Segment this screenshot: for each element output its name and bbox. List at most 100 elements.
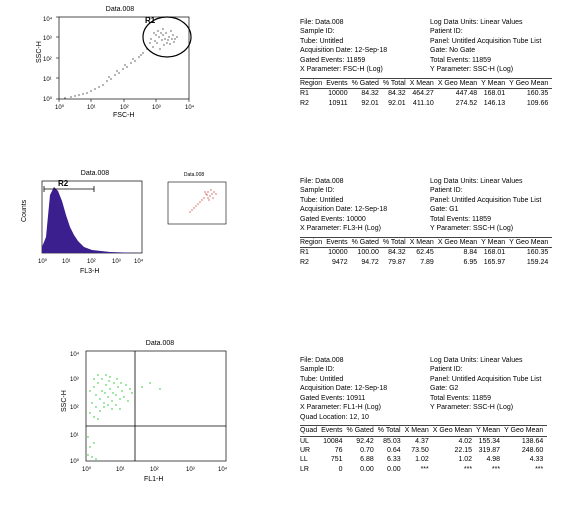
col-header: Events: [326, 237, 351, 247]
col-header: Events: [321, 426, 346, 436]
meta-right: Gate: G1: [430, 205, 458, 214]
x-axis-label: FSC-H: [113, 112, 134, 118]
col-header: Quad: [300, 426, 321, 436]
scatter-plot-fl1-ssc: Data.008 10⁰1: [60, 340, 240, 489]
meta-left: Quad Location: 12, 10: [300, 413, 430, 422]
svg-text:10³: 10³: [70, 377, 79, 383]
x-axis-label: FL1-H: [144, 476, 163, 483]
table-row: LL7516.886.331.021.024.984.33: [300, 455, 547, 464]
svg-text:10³: 10³: [152, 105, 161, 111]
meta-right: Patient ID:: [430, 186, 463, 195]
table-row: R11000084.3284.32464.27447.48168.01160.3…: [300, 89, 552, 99]
meta-left: X Parameter: FL1-H (Log): [300, 403, 430, 412]
col-header: Events: [326, 78, 351, 88]
svg-text:10³: 10³: [43, 36, 52, 42]
meta-left: Acquisition Date: 12-Sep-18: [300, 384, 430, 393]
col-header: % Total: [383, 237, 410, 247]
svg-text:10¹: 10¹: [62, 259, 71, 265]
col-header: % Gated: [352, 78, 383, 88]
svg-text:10⁴: 10⁴: [134, 258, 144, 265]
meta-left: Acquisition Date: 12-Sep-18: [300, 205, 430, 214]
svg-text:10⁰: 10⁰: [82, 466, 92, 473]
scatter-plot-fsc-ssc: Data.008: [35, 6, 205, 120]
meta-left: X Parameter: FL3-H (Log): [300, 224, 430, 233]
panel1-meta: File: Data.008Log Data Units: Linear Val…: [300, 18, 570, 108]
svg-text:10¹: 10¹: [70, 433, 79, 439]
svg-text:10²: 10²: [43, 57, 52, 63]
svg-text:10¹: 10¹: [116, 467, 125, 473]
panel3-stats-table: QuadEvents% Gated% TotalX MeanX Geo Mean…: [300, 425, 547, 474]
meta-left: Gated Events: 10000: [300, 215, 430, 224]
col-header: Y Mean: [481, 237, 509, 247]
col-header: Y Geo Mean: [509, 78, 552, 88]
histogram-fl3: Data.008 R2 10⁰10¹10² 10³10⁴ FL3-H Count…: [20, 170, 150, 279]
svg-text:10²: 10²: [87, 259, 96, 265]
meta-left: Sample ID:: [300, 186, 430, 195]
quad-scatter-svg: 10⁰10¹10² 10³10⁴ 10⁰10¹10² 10³10⁴ FL1-H …: [60, 347, 240, 487]
meta-left: File: Data.008: [300, 356, 430, 365]
meta-left: Acquisition Date: 12-Sep-18: [300, 46, 430, 55]
meta-left: Tube: Untitled: [300, 37, 430, 46]
meta-right: Patient ID:: [430, 365, 463, 374]
table-row: R21091192.0192.01411.10274.52146.13109.6…: [300, 99, 552, 108]
meta-right: Y Parameter: SSC-H (Log): [430, 403, 513, 412]
meta-left: Sample ID:: [300, 27, 430, 36]
meta-left: Gated Events: 10911: [300, 394, 430, 403]
scatter-svg: R1 10⁰10¹10² 10³10⁴ 10⁰10¹10² 10³10⁴ FSC…: [35, 13, 205, 118]
meta-right: Log Data Units: Linear Values: [430, 356, 522, 365]
chart-title: Data.008: [60, 340, 240, 347]
meta-left: Gated Events: 11859: [300, 56, 430, 65]
hist-svg: R2 10⁰ 10¹ 10² 10³ 10⁴ FL3-H Counts: [20, 177, 150, 277]
meta-left: Tube: Untitled: [300, 375, 430, 384]
col-header: % Total: [378, 426, 405, 436]
meta-right: Total Events: 11859: [430, 56, 491, 65]
meta-right: Panel: Untitled Acquisition Tube List: [430, 196, 541, 205]
meta-right: Log Data Units: Linear Values: [430, 18, 522, 27]
col-header: X Geo Mean: [438, 78, 481, 88]
y-axis-label: SSC-H: [61, 390, 68, 412]
col-header: % Gated: [352, 237, 383, 247]
panel1-stats-table: RegionEvents% Gated% TotalX MeanX Geo Me…: [300, 78, 552, 108]
y-axis-label: Counts: [21, 199, 28, 222]
meta-left: Tube: Untitled: [300, 196, 430, 205]
meta-right: Log Data Units: Linear Values: [430, 177, 522, 186]
meta-right: Gate: G2: [430, 384, 458, 393]
meta-right: Panel: Untitled Acquisition Tube List: [430, 375, 541, 384]
panel2-meta: File: Data.008Log Data Units: Linear Val…: [300, 177, 570, 267]
meta-right: Total Events: 11859: [430, 394, 491, 403]
meta-right: Panel: Untitled Acquisition Tube List: [430, 37, 541, 46]
col-header: Region: [300, 237, 326, 247]
table-row: LR00.000.00************: [300, 465, 547, 474]
panel3-meta: File: Data.008Log Data Units: Linear Val…: [300, 356, 570, 474]
col-header: X Mean: [410, 78, 438, 88]
svg-text:10⁰: 10⁰: [55, 104, 65, 111]
col-header: X Mean: [405, 426, 433, 436]
svg-text:10³: 10³: [186, 467, 195, 473]
svg-text:10⁴: 10⁴: [43, 16, 53, 23]
svg-text:10⁰: 10⁰: [70, 458, 80, 465]
svg-text:10²: 10²: [70, 405, 79, 411]
x-axis-label: FL3-H: [80, 268, 99, 275]
col-header: Y Geo Mean: [509, 237, 552, 247]
table-row: R110000100.0084.3262.458.84168.01160.35: [300, 248, 552, 258]
svg-text:10²: 10²: [120, 105, 129, 111]
meta-left: X Parameter: FSC-H (Log): [300, 65, 430, 74]
meta-left: Sample ID:: [300, 365, 430, 374]
svg-text:10⁰: 10⁰: [43, 96, 53, 103]
svg-text:10⁰: 10⁰: [38, 258, 48, 265]
chart-title: Data.008: [35, 6, 205, 13]
inset-scatter-red: Data.008: [158, 172, 230, 238]
meta-right: Y Parameter: SSC-H (Log): [430, 224, 513, 233]
gate-r1-label: R1: [145, 16, 156, 25]
col-header: Region: [300, 78, 326, 88]
meta-right: Gate: No Gate: [430, 46, 475, 55]
svg-text:10¹: 10¹: [43, 77, 52, 83]
col-header: Y Mean: [481, 78, 509, 88]
svg-text:10⁴: 10⁴: [70, 351, 80, 358]
svg-text:10¹: 10¹: [87, 105, 96, 111]
col-header: Y Geo Mean: [504, 426, 547, 436]
col-header: Y Mean: [476, 426, 504, 436]
table-row: UL1008492.4285.034.374.02155.34138.64: [300, 436, 547, 446]
svg-text:10³: 10³: [112, 259, 121, 265]
gate-r2-label: R2: [58, 179, 69, 188]
